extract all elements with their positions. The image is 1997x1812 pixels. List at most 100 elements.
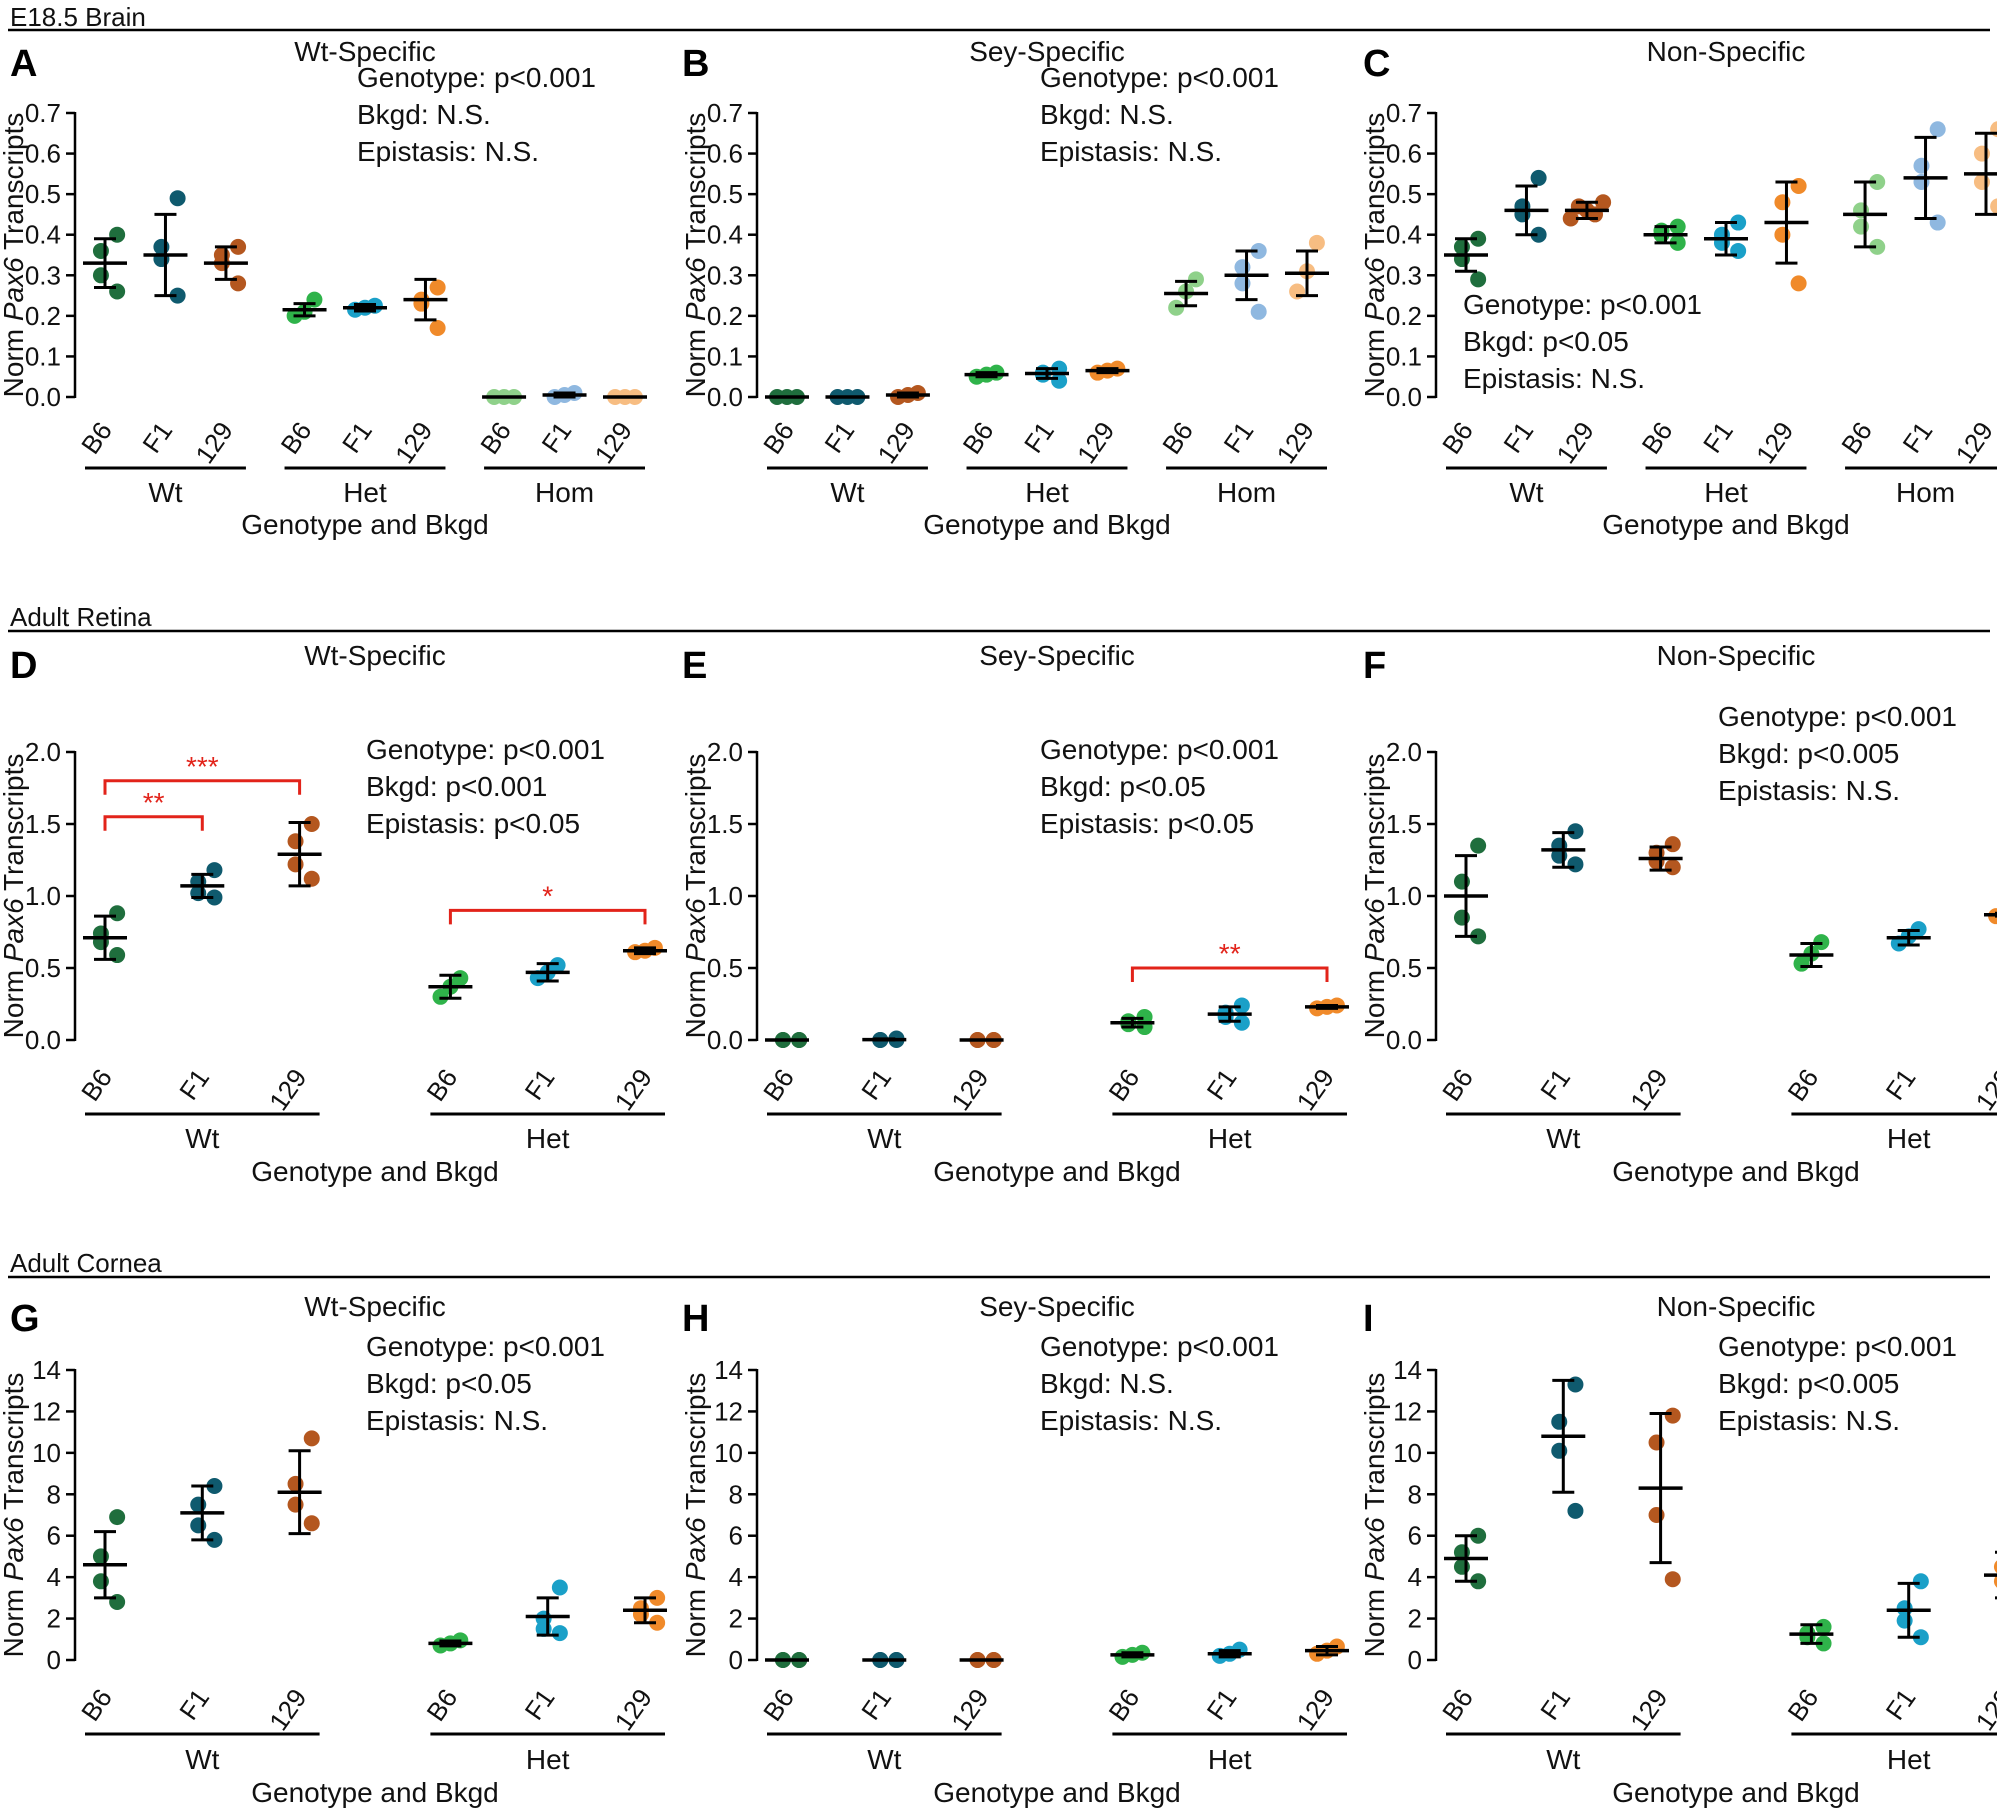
y-tick-label: 2.0 xyxy=(707,737,743,767)
x-axis-label: Genotype and Bkgd xyxy=(251,1777,499,1808)
y-tick-label: 0.7 xyxy=(707,98,743,128)
data-point xyxy=(649,1589,666,1606)
x-axis-label: Genotype and Bkgd xyxy=(241,509,489,540)
data-point xyxy=(1648,853,1665,870)
data-point xyxy=(92,242,109,259)
panel-letter: C xyxy=(1363,43,1390,85)
data-point xyxy=(1664,836,1681,853)
y-tick-label: 0.4 xyxy=(25,220,61,250)
y-tick-label: 0.4 xyxy=(707,220,743,250)
y-axis-label-post: Transcripts xyxy=(0,113,29,258)
panel-title: Wt-Specific xyxy=(304,640,446,671)
y-tick-label: 6 xyxy=(1408,1521,1422,1551)
y-axis-label-pre: Norm xyxy=(680,321,711,397)
y-tick-label: 0 xyxy=(1408,1645,1422,1675)
y-axis-label: Norm Pax6 Transcripts xyxy=(1359,754,1390,1039)
y-tick-label: 0.3 xyxy=(707,260,743,290)
x-tick-label: 129 xyxy=(1550,416,1599,469)
y-axis-label-gene: Pax6 xyxy=(680,257,711,321)
y-tick-label: 0.7 xyxy=(1386,98,1422,128)
x-tick-label: B6 xyxy=(1102,1683,1145,1726)
x-tick-label: F1 xyxy=(818,416,860,458)
data-point xyxy=(92,267,109,284)
y-axis-label-pre: Norm xyxy=(680,962,711,1038)
data-point xyxy=(1774,194,1791,211)
x-tick-label: B6 xyxy=(1436,1683,1479,1726)
data-point xyxy=(1567,823,1584,840)
y-tick-label: 14 xyxy=(714,1355,743,1385)
y-axis-label-pre: Norm xyxy=(0,1581,29,1657)
genotype-label: Hom xyxy=(1217,477,1276,508)
y-tick-label: 0.4 xyxy=(1386,220,1422,250)
y-tick-label: 12 xyxy=(1393,1396,1422,1426)
significance-bracket xyxy=(103,779,302,795)
data-point xyxy=(1233,997,1250,1014)
genotype-label: Wt xyxy=(1509,477,1543,508)
data-point xyxy=(1234,259,1251,276)
data-point xyxy=(1470,928,1487,945)
data-point xyxy=(1664,1571,1681,1588)
data-point xyxy=(1790,275,1807,292)
y-tick-label: 2.0 xyxy=(1386,737,1422,767)
data-point xyxy=(169,190,186,207)
stat-line: Bkgd: N.S. xyxy=(1040,1368,1174,1399)
x-tick-label: F1 xyxy=(1896,416,1938,458)
data-point xyxy=(1913,157,1930,174)
x-tick-label: F1 xyxy=(535,416,577,458)
stat-line: Bkgd: p<0.05 xyxy=(1463,326,1629,357)
x-tick-label: F1 xyxy=(1201,1683,1243,1725)
panel-title: Wt-Specific xyxy=(304,1291,446,1322)
data-point xyxy=(206,1478,223,1494)
y-tick-label: 0.2 xyxy=(25,301,61,331)
data-point xyxy=(109,283,126,300)
x-tick-label: F1 xyxy=(519,1063,561,1105)
stat-line: Bkgd: N.S. xyxy=(1040,99,1174,130)
stat-line: Bkgd: p<0.05 xyxy=(366,1368,532,1399)
genotype-label: Het xyxy=(1025,477,1069,508)
data-point xyxy=(230,238,247,255)
stat-line: Genotype: p<0.001 xyxy=(1040,62,1279,93)
y-axis-label: Norm Pax6 Transcripts xyxy=(680,113,711,398)
stat-line: Epistasis: N.S. xyxy=(1718,775,1900,806)
x-tick-label: B6 xyxy=(420,1683,463,1726)
x-tick-label: B6 xyxy=(1436,416,1479,459)
y-axis-label-gene: Pax6 xyxy=(0,257,29,321)
x-tick-label: 129 xyxy=(608,1683,657,1736)
x-axis-label: Genotype and Bkgd xyxy=(933,1156,1181,1187)
x-tick-label: B6 xyxy=(75,1683,118,1726)
genotype-label: Het xyxy=(1704,477,1748,508)
data-point xyxy=(109,226,126,243)
y-tick-label: 6 xyxy=(729,1521,743,1551)
x-tick-label: F1 xyxy=(1018,416,1060,458)
data-point xyxy=(1869,238,1886,255)
data-point xyxy=(109,905,126,922)
data-point xyxy=(1233,1014,1250,1031)
x-axis-label: Genotype and Bkgd xyxy=(1602,509,1850,540)
data-point xyxy=(1730,242,1747,259)
x-tick-label: F1 xyxy=(1880,1683,1922,1725)
data-point xyxy=(1853,218,1870,235)
data-point xyxy=(1051,372,1068,389)
data-point xyxy=(1793,955,1810,972)
data-point xyxy=(287,1475,304,1492)
y-tick-label: 1.0 xyxy=(707,881,743,911)
x-tick-label: B6 xyxy=(75,416,118,459)
x-tick-label: B6 xyxy=(1781,1063,1824,1106)
data-point xyxy=(1669,218,1686,235)
y-axis-label-pre: Norm xyxy=(680,1581,711,1657)
data-point xyxy=(287,856,304,873)
y-tick-label: 0.5 xyxy=(1386,953,1422,983)
genotype-label: Wt xyxy=(185,1744,219,1775)
y-tick-label: 4 xyxy=(729,1562,743,1592)
y-tick-label: 1.5 xyxy=(1386,809,1422,839)
x-tick-label: B6 xyxy=(474,416,517,459)
stat-line: Epistasis: p<0.05 xyxy=(366,808,580,839)
data-point xyxy=(190,1496,207,1513)
y-tick-label: 0.0 xyxy=(707,1025,743,1055)
y-tick-label: 2 xyxy=(729,1604,743,1634)
data-point xyxy=(1929,214,1946,231)
